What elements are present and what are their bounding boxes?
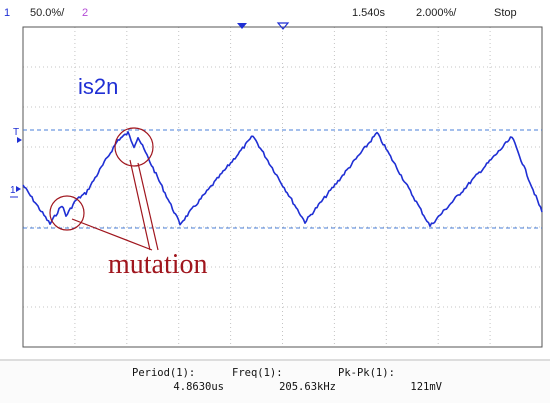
time-offset: 1.540s: [352, 7, 386, 19]
measurement-panel: Period(1): 4.8630us Freq(1): 205.63kHz P…: [0, 360, 550, 403]
period-value: 4.8630us: [173, 381, 224, 393]
channel-number: 1: [4, 7, 11, 19]
measurement-panel-bg: [0, 361, 550, 403]
mutation-circle-peak: [114, 127, 154, 167]
frequency-value: 205.63kHz: [279, 381, 336, 393]
volts-per-div: 50.0%/: [30, 7, 65, 19]
frequency-label: Freq(1):: [232, 367, 283, 379]
run-state: Stop: [494, 7, 517, 19]
ground-ref-marker: 1: [10, 185, 16, 196]
annotation-line-left: [71, 218, 153, 251]
mutation-circle-left: [49, 195, 85, 231]
waveform-label: is2n: [78, 74, 118, 99]
measurement-frequency: Freq(1): 205.63kHz: [232, 366, 336, 394]
ground-arrow-icon: [16, 186, 21, 192]
waveform-trace: [22, 131, 543, 228]
pk-pk-value: 121mV: [410, 381, 442, 393]
annotation-line-peak-1: [129, 159, 151, 251]
trigger-position-icon: [276, 22, 290, 30]
measurement-pk-pk: Pk-Pk(1): 121mV: [338, 366, 442, 394]
time-marker-icon: [237, 23, 247, 29]
measurement-period: Period(1): 4.8630us: [120, 366, 224, 394]
top-status-bar: 1 50.0%/ 2 1.540s 2.000%/ Stop: [0, 0, 550, 24]
annotation-line-peak-2: [137, 162, 159, 251]
pk-pk-label: Pk-Pk(1):: [338, 367, 395, 379]
screen-border: [22, 26, 543, 348]
channel-2-indicator: 2: [82, 7, 89, 19]
trigger-arrow-icon: [17, 137, 22, 143]
mutation-annotation: mutation: [108, 249, 208, 280]
trigger-level-marker: T: [13, 127, 19, 138]
time-per-div: 2.000%/: [416, 7, 457, 19]
period-label: Period(1):: [132, 367, 196, 379]
